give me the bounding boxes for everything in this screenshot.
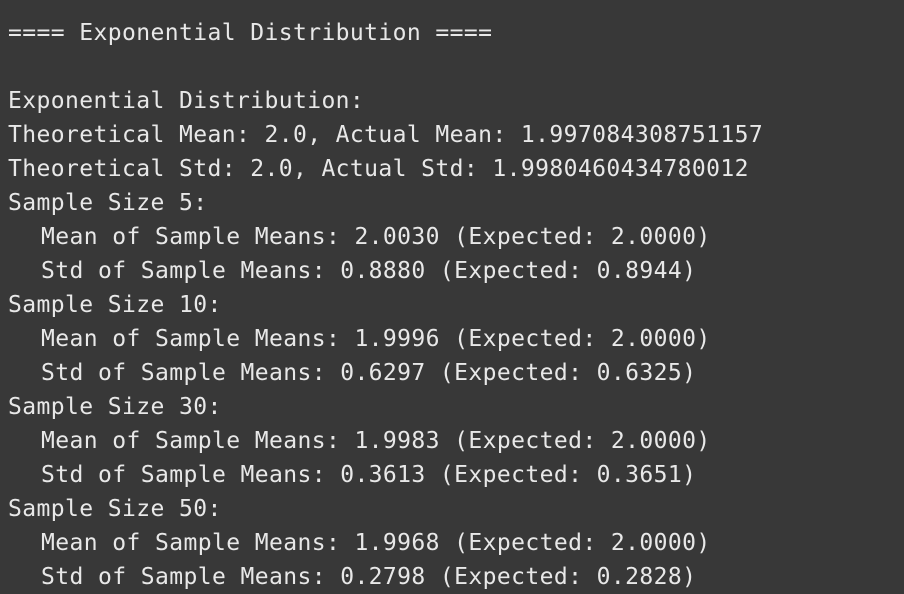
std-of-sample-means-line: Std of Sample Means: 0.3613 (Expected: 0… xyxy=(41,462,697,488)
mean-of-sample-means-line: Mean of Sample Means: 1.9996 (Expected: … xyxy=(41,326,711,352)
mean-of-sample-means-line: Mean of Sample Means: 1.9983 (Expected: … xyxy=(41,428,711,454)
mean-of-sample-means-line: Mean of Sample Means: 1.9968 (Expected: … xyxy=(41,530,711,556)
sample-size-label: Sample Size 10: xyxy=(8,292,222,318)
sample-size-label: Sample Size 50: xyxy=(8,496,222,522)
theoretical-std-line: Theoretical Std: 2.0, Actual Std: 1.9980… xyxy=(8,156,749,182)
theoretical-mean-line: Theoretical Mean: 2.0, Actual Mean: 1.99… xyxy=(8,122,764,148)
section-title: Exponential Distribution: xyxy=(8,88,365,114)
sample-size-label: Sample Size 5: xyxy=(8,190,208,216)
output-header: ==== Exponential Distribution ==== xyxy=(8,20,493,46)
mean-of-sample-means-line: Mean of Sample Means: 2.0030 (Expected: … xyxy=(41,224,711,250)
blank-line xyxy=(8,50,904,84)
std-of-sample-means-line: Std of Sample Means: 0.6297 (Expected: 0… xyxy=(41,360,697,386)
std-of-sample-means-line: Std of Sample Means: 0.2798 (Expected: 0… xyxy=(41,564,697,590)
sample-size-label: Sample Size 30: xyxy=(8,394,222,420)
std-of-sample-means-line: Std of Sample Means: 0.8880 (Expected: 0… xyxy=(41,258,697,284)
